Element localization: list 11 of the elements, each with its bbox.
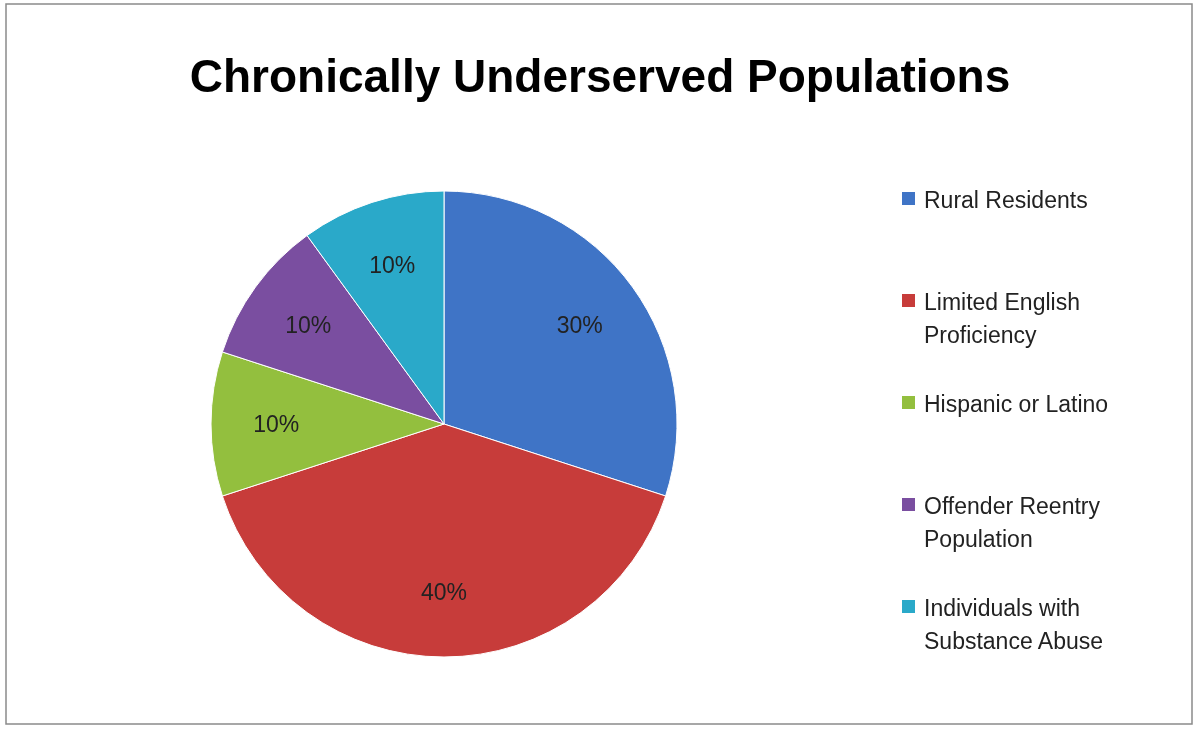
data-label: 10%: [369, 251, 416, 278]
legend-label: Offender Reentry Population: [924, 493, 1101, 553]
data-label: 10%: [253, 411, 300, 438]
legend-label: Hispanic or Latino: [924, 391, 1109, 418]
legend-label: Rural Residents: [924, 187, 1088, 214]
data-label: 30%: [556, 312, 603, 339]
data-label: 10%: [285, 312, 332, 339]
chart-title: Chronically Underserved Populations: [189, 50, 1011, 102]
legend-label: Individuals with Substance Abuse: [924, 595, 1104, 655]
legend-label: Limited English Proficiency: [924, 289, 1080, 349]
data-label: 40%: [420, 578, 468, 605]
